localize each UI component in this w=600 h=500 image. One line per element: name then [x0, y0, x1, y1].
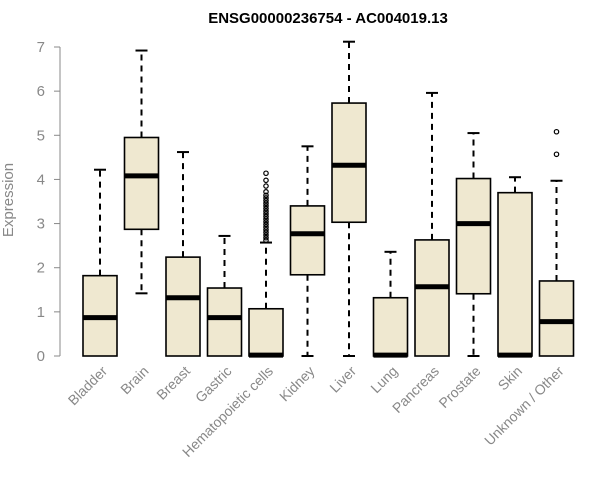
- outlier-point: [263, 232, 269, 238]
- chart-title: ENSG00000236754 - AC004019.13: [208, 10, 448, 27]
- box-pancreas: [414, 91, 450, 357]
- box-unknown-other: [538, 128, 575, 357]
- category-label: Brain: [117, 363, 151, 397]
- outlier-point: [263, 195, 269, 201]
- outlier-point: [263, 200, 269, 207]
- outlier-point: [263, 213, 269, 220]
- iqr-box: [455, 177, 492, 295]
- category-label: Bladder: [65, 363, 111, 409]
- iqr-box: [165, 256, 201, 357]
- outlier-point: [263, 237, 269, 244]
- y-tick-label: 1: [37, 304, 45, 321]
- iqr-box: [123, 136, 160, 231]
- outlier-point: [263, 208, 269, 215]
- iqr-box: [248, 307, 284, 357]
- outlier-point: [263, 192, 269, 199]
- iqr-box: [497, 191, 533, 357]
- outlier-point: [553, 128, 560, 135]
- outlier-point: [263, 170, 269, 177]
- y-tick-label: 0: [37, 348, 45, 365]
- outlier-point: [553, 151, 560, 158]
- outlier-point: [263, 205, 269, 212]
- iqr-box: [372, 296, 409, 357]
- outlier-point: [263, 183, 269, 189]
- y-tick-label: 2: [37, 260, 45, 277]
- outlier-point: [263, 221, 269, 228]
- y-tick-label: 6: [37, 83, 45, 100]
- box-lung: [372, 250, 409, 358]
- category-label: Unknown / Other: [481, 363, 567, 449]
- y-tick-label: 5: [37, 127, 45, 144]
- box-kidney: [289, 145, 326, 357]
- outlier-point: [263, 203, 269, 209]
- category-label: Breast: [153, 363, 193, 403]
- y-tick-label: 4: [37, 171, 45, 188]
- outlier-point: [263, 188, 269, 195]
- y-tick-label: 3: [37, 216, 45, 233]
- category-label: Lung: [367, 363, 400, 396]
- iqr-box: [331, 102, 367, 224]
- category-label: Liver: [326, 363, 359, 396]
- category-label: Kidney: [276, 363, 318, 405]
- outlier-point: [263, 229, 269, 236]
- boxes: [82, 40, 575, 358]
- outlier-point: [263, 226, 269, 233]
- box-hematopoietic-cells: [248, 170, 284, 358]
- category-label: Skin: [495, 363, 526, 394]
- box-liver: [331, 40, 367, 357]
- outlier-point: [263, 234, 269, 241]
- iqr-box: [206, 287, 243, 357]
- box-skin: [497, 176, 533, 358]
- outlier-point: [263, 216, 269, 222]
- box-brain: [123, 49, 160, 295]
- iqr-box: [414, 239, 450, 357]
- y-axis-label: Expression: [0, 163, 17, 237]
- outlier-point: [263, 177, 269, 184]
- iqr-box: [289, 205, 326, 276]
- outlier-point: [263, 219, 269, 225]
- outlier-point: [263, 211, 269, 217]
- iqr-box: [538, 280, 575, 357]
- box-bladder: [82, 168, 118, 357]
- outlier-point: [263, 197, 269, 204]
- box-gastric: [206, 234, 243, 357]
- y-axis: 0 1 2 3 4 5 6 7: [37, 39, 61, 365]
- y-tick-label: 7: [37, 39, 45, 56]
- category-label: Prostate: [435, 363, 483, 411]
- box-prostate: [455, 132, 492, 357]
- outlier-point: [263, 224, 269, 230]
- box-breast: [165, 151, 201, 357]
